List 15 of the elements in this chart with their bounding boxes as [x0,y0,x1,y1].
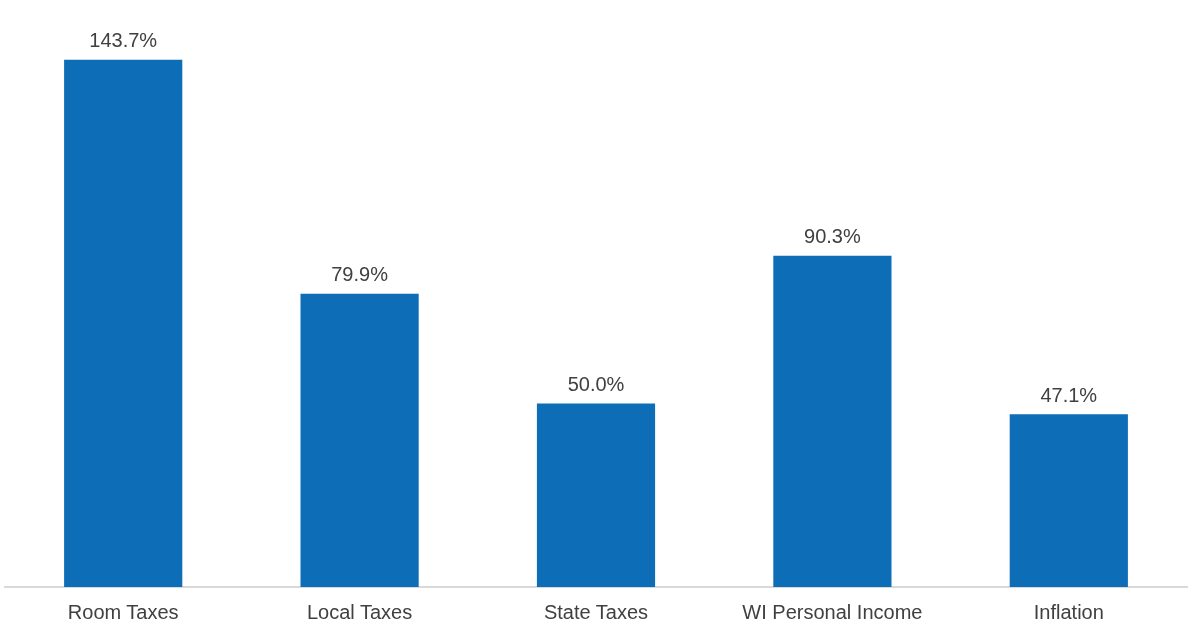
x-tick-label: Room Taxes [67,600,179,623]
x-tick-label: State Taxes [543,600,649,623]
bar [300,293,419,587]
x-tick-label: Local Taxes [306,600,413,623]
data-label: 143.7% [89,29,158,52]
x-tick-label: Inflation [1033,600,1104,623]
bar [773,255,892,587]
bar [536,403,656,587]
data-label: 50.0% [567,373,625,396]
data-label: 47.1% [1040,383,1098,406]
bar [64,59,183,587]
data-label: 90.3% [804,225,861,248]
bar [1009,414,1128,587]
x-tick-label: WI Personal Income [742,600,923,623]
data-label: 79.9% [331,263,389,286]
